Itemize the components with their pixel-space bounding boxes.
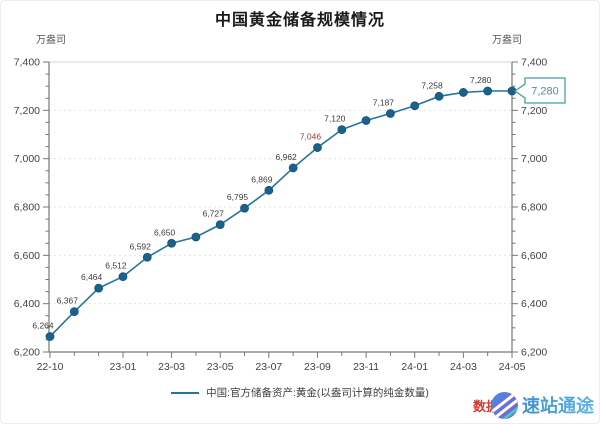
series-line [49, 90, 512, 338]
y-tick-label: 6,200 [521, 347, 547, 359]
x-tick-label: 23-05 [207, 361, 234, 373]
last-value-callout [513, 77, 566, 104]
data-point [240, 203, 249, 213]
x-tick-label: 23-01 [110, 361, 137, 373]
y-tick-label: 6,800 [521, 202, 547, 214]
data-point [410, 101, 420, 111]
chart-legend: 中国:官方储备资产:黄金(以盎司计算的纯金数量) [0, 385, 600, 400]
gold-reserves-line-chart: 6,200 6,200 6,400 6,400 6,600 6,600 6,800 6,800… [14, 57, 566, 373]
data-point-label: 7,258 [421, 80, 443, 90]
legend-line-marker [171, 391, 200, 394]
y-tick-label: 7,000 [14, 153, 40, 165]
data-point [264, 185, 274, 195]
y-tick-label: 6,400 [521, 298, 547, 310]
y-tick-label: 7,000 [521, 153, 547, 165]
suzhantongtu-logo-icon [491, 391, 518, 419]
data-point-label: 7,187 [373, 97, 395, 107]
data-point-label: 6,264 [32, 321, 54, 331]
data-point-label: 6,512 [105, 261, 127, 271]
last-value-callout-text: 7,280 [531, 86, 559, 98]
x-tick-label: 24-03 [450, 361, 477, 373]
y-axis-unit-right: 万盎司 [492, 35, 522, 46]
watermark-brand-text: 速站通途 [522, 392, 594, 418]
data-point [167, 238, 176, 248]
data-point [288, 163, 298, 173]
x-tick-label: 24-05 [499, 361, 526, 373]
data-point [434, 91, 444, 101]
y-tick-label: 6,200 [14, 347, 40, 359]
data-point [45, 332, 55, 341]
chart-title: 中国黄金储备规模情况 [214, 12, 385, 29]
data-point-label: 6,650 [154, 227, 176, 237]
data-point [483, 86, 493, 96]
data-point [215, 220, 225, 230]
data-point-label: 6,795 [227, 192, 249, 202]
watermark: 数据 速站通途 [473, 390, 594, 420]
y-tick-label: 7,400 [521, 57, 547, 69]
data-point-label: 6,869 [251, 174, 273, 184]
data-point-label: 7,046 [300, 132, 322, 142]
y-tick-label: 7,200 [521, 105, 547, 117]
y-tick-label: 7,400 [14, 57, 40, 69]
data-point-label: 6,592 [130, 241, 152, 251]
x-tick-label: 22-10 [37, 361, 64, 373]
data-point [313, 143, 322, 152]
data-point-label: 6,962 [276, 152, 298, 162]
y-tick-label: 6,600 [14, 250, 40, 262]
x-tick-label: 23-03 [158, 361, 185, 373]
x-tick-label: 24-01 [401, 361, 428, 373]
data-point-label: 7,120 [324, 114, 346, 124]
y-tick-label: 7,200 [14, 105, 40, 117]
data-point [191, 232, 201, 242]
data-point [337, 125, 347, 135]
data-point [94, 283, 104, 293]
data-point-label: 6,727 [203, 209, 225, 219]
data-point [118, 272, 128, 282]
data-point [361, 116, 371, 125]
data-point [386, 109, 395, 118]
x-tick-label: 23-09 [304, 361, 331, 373]
data-point-label: 6,367 [57, 296, 79, 306]
x-tick-label: 23-07 [255, 361, 282, 373]
data-point [142, 252, 152, 262]
y-tick-label: 6,800 [14, 202, 40, 214]
y-tick-label: 6,600 [521, 250, 547, 262]
data-point-label: 6,464 [81, 272, 103, 282]
data-point [69, 307, 79, 317]
x-tick-label: 23-11 [353, 361, 379, 373]
legend-series-label: 中国:官方储备资产:黄金(以盎司计算的纯金数量) [206, 387, 429, 399]
y-axis-unit-left: 万盎司 [36, 35, 66, 46]
y-tick-label: 6,400 [14, 298, 40, 310]
data-point-label: 7,280 [470, 75, 492, 85]
data-point [458, 88, 468, 97]
